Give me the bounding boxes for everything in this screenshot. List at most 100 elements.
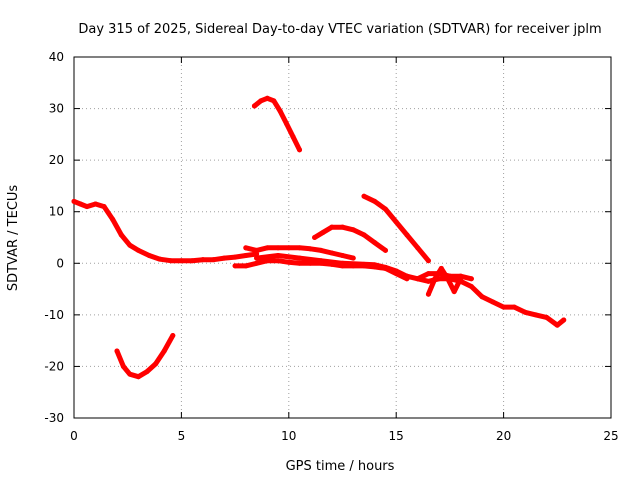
series-arc-main-start: [71, 198, 260, 264]
data-point: [251, 103, 257, 109]
x-tick-labels: 0 5 10 15 20 25: [70, 429, 618, 443]
data-point: [297, 147, 303, 153]
data-point: [178, 258, 184, 264]
data-point: [277, 108, 283, 114]
data-point: [297, 255, 303, 261]
data-point: [275, 253, 281, 259]
data-point: [350, 227, 356, 233]
data-point: [415, 276, 421, 282]
data-point: [286, 259, 292, 265]
data-point: [329, 224, 335, 230]
data-point: [320, 229, 326, 235]
data-point: [243, 253, 249, 259]
data-point: [318, 247, 324, 253]
data-point: [490, 299, 496, 305]
data-point: [340, 260, 345, 266]
series-arc-top: [251, 95, 302, 153]
data-point: [312, 235, 318, 240]
data-point: [221, 255, 227, 261]
y-tick-label: 30: [49, 102, 64, 116]
x-tick-label: 20: [496, 429, 511, 443]
data-point: [168, 258, 174, 264]
x-tick-label: 25: [603, 429, 618, 443]
data-point: [533, 312, 539, 318]
data-point: [479, 294, 485, 300]
y-axis-label: SDTVAR / TECUs: [6, 185, 21, 292]
y-tick-label: 40: [49, 50, 64, 64]
x-tick-label: 5: [178, 429, 186, 443]
data-point: [554, 322, 560, 328]
data-point: [286, 245, 292, 251]
data-point: [340, 253, 345, 259]
data-point: [307, 246, 313, 252]
data-point: [361, 232, 367, 238]
data-point: [415, 245, 421, 251]
y-tick-label: 0: [56, 256, 64, 270]
data-point: [232, 263, 238, 269]
data-point: [254, 255, 260, 261]
data-point: [329, 250, 335, 256]
data-point: [290, 134, 296, 140]
data-point: [101, 204, 107, 210]
data-point: [135, 247, 141, 253]
data-point: [382, 206, 388, 212]
y-tick-label: -10: [44, 308, 64, 322]
data-point: [254, 251, 260, 257]
data-point: [432, 276, 438, 282]
data-point: [340, 224, 345, 230]
data-point: [372, 240, 378, 246]
series-arc-hump: [312, 224, 388, 253]
data-point: [92, 201, 98, 207]
data-point: [425, 271, 431, 277]
data-point: [350, 255, 356, 261]
data-point: [118, 232, 124, 238]
data-point: [264, 95, 270, 101]
data-point: [382, 264, 388, 270]
data-point: [501, 304, 507, 310]
data-point: [318, 258, 324, 264]
data-point: [372, 198, 378, 204]
data-point: [438, 265, 444, 271]
x-tick-label: 10: [281, 429, 296, 443]
data-point: [404, 232, 410, 238]
y-tick-label: 20: [49, 153, 64, 167]
data-point: [243, 263, 249, 269]
data-point: [127, 242, 133, 248]
data-point: [254, 260, 260, 266]
data-point: [544, 314, 550, 320]
data-point: [382, 247, 388, 253]
data-point: [146, 253, 152, 259]
data-point: [200, 257, 206, 263]
data-point: [271, 98, 277, 104]
data-point: [404, 273, 410, 279]
data-point: [157, 256, 163, 262]
data-point: [511, 304, 517, 310]
data-point: [425, 258, 431, 264]
y-tick-label: -20: [44, 359, 64, 373]
data-point: [451, 289, 457, 295]
data-point: [361, 193, 367, 199]
data-point: [445, 276, 451, 282]
y-tick-labels: -30 -20 -10 0 10 20 30 40: [44, 50, 64, 425]
data-point: [114, 348, 120, 354]
data-point: [77, 201, 83, 207]
chart-title: Day 315 of 2025, Sidereal Day-to-day VTE…: [78, 22, 601, 37]
data-point: [127, 371, 133, 377]
plot-frame: [73, 56, 612, 419]
y-tick-label: -30: [44, 411, 64, 425]
data-point: [275, 245, 281, 251]
x-tick-label: 15: [389, 429, 404, 443]
data-point: [393, 219, 399, 225]
data-point: [120, 363, 126, 369]
data-point: [232, 254, 238, 260]
data-point: [264, 245, 270, 251]
data-point: [297, 260, 303, 266]
data-point: [161, 348, 167, 354]
data-point: [170, 332, 176, 338]
data-point: [254, 247, 260, 253]
data-point: [135, 374, 141, 380]
data-point: [189, 258, 195, 264]
data-point: [468, 283, 474, 289]
data-point: [84, 204, 90, 210]
